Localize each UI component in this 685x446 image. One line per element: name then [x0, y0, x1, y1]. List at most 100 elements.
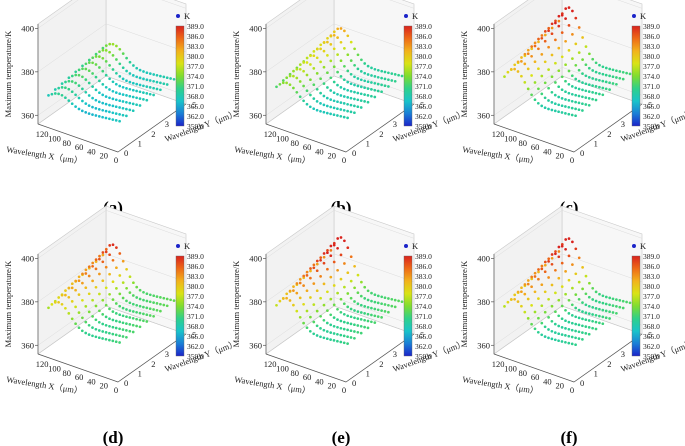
data-point [353, 264, 356, 268]
gridline [265, 0, 307, 29]
data-point [533, 271, 537, 275]
gridline [105, 23, 187, 53]
data-point [380, 83, 383, 87]
colorbar-tick-label: 380.0 [415, 52, 432, 61]
data-point [588, 281, 591, 285]
data-point [118, 341, 121, 344]
data-point [577, 297, 581, 301]
data-point [373, 81, 377, 85]
data-point [108, 272, 111, 276]
data-point [50, 92, 54, 96]
data-point [554, 268, 557, 272]
data-point [543, 96, 547, 100]
colorbar-tick-label: 365.0 [187, 102, 204, 111]
data-point [571, 57, 574, 60]
data-point [560, 317, 564, 321]
data-point [373, 314, 377, 318]
data-point [346, 305, 350, 309]
data-point [530, 74, 533, 77]
data-point [570, 85, 574, 88]
data-point [567, 298, 571, 302]
z-axis-title: Maximum temperature/K [3, 30, 13, 117]
data-point [376, 301, 380, 305]
data-points [47, 243, 176, 344]
data-point [560, 242, 564, 246]
data-point [577, 101, 581, 105]
data-point [80, 109, 84, 113]
data-point [540, 36, 544, 40]
y-axis-line [345, 103, 415, 153]
y-tick-label: 2 [151, 129, 155, 139]
data-point [319, 335, 322, 339]
data-point [550, 262, 554, 266]
colorbar-tick-label: 371.0 [643, 82, 660, 91]
data-point [577, 308, 581, 312]
data-point [554, 252, 557, 256]
data-point [319, 102, 322, 105]
data-point [165, 297, 169, 301]
data-point [142, 70, 145, 73]
data-point [298, 95, 302, 99]
data-point [567, 49, 571, 52]
data-point [574, 293, 578, 296]
data-point [101, 251, 105, 254]
data-point [601, 301, 605, 305]
data-point [390, 297, 394, 301]
data-point [87, 61, 91, 64]
data-point [97, 320, 101, 324]
data-point [530, 54, 533, 58]
data-point [359, 106, 363, 109]
colorbar-tick-label: 380.0 [415, 282, 432, 291]
data-point [67, 312, 71, 315]
colorbar [403, 25, 413, 127]
back-pane [561, 205, 643, 335]
data-point [577, 94, 581, 98]
data-point [567, 278, 571, 282]
data-point [557, 255, 561, 259]
data-point [339, 340, 343, 344]
data-point [326, 86, 329, 89]
data-point [339, 59, 343, 63]
data-point [94, 327, 98, 331]
data-point [564, 112, 567, 115]
data-point [60, 93, 64, 97]
data-point [342, 108, 346, 112]
data-point [309, 54, 312, 58]
data-point [359, 92, 363, 96]
data-point [125, 69, 128, 73]
data-point [91, 264, 94, 268]
colorbar-tick-label: 368.0 [187, 322, 204, 331]
data-point [346, 96, 350, 99]
data-point [111, 42, 115, 46]
y-tick-label: 2 [379, 129, 383, 139]
data-point [360, 58, 363, 62]
data-point [84, 111, 88, 114]
data-point [540, 283, 544, 287]
data-point [380, 76, 383, 80]
data-point [611, 304, 615, 307]
data-point [533, 290, 537, 294]
data-point [322, 336, 326, 340]
gridline [37, 210, 107, 259]
data-point [349, 336, 353, 339]
data-point [373, 75, 377, 78]
data-point [322, 40, 326, 44]
data-point [373, 293, 377, 297]
data-point [520, 286, 523, 290]
data-point [295, 67, 299, 71]
data-point [98, 91, 101, 95]
data-point [152, 86, 155, 90]
data-point [91, 113, 94, 116]
data-point [537, 277, 540, 281]
data-point [292, 303, 295, 307]
data-point [543, 260, 547, 264]
data-point [509, 68, 513, 71]
legend-marker [176, 14, 180, 18]
data-point [326, 309, 329, 312]
data-point [594, 98, 598, 102]
data-point [533, 327, 537, 331]
data-point [111, 258, 115, 262]
y-tick-label: 1 [594, 368, 598, 378]
data-point [115, 266, 118, 270]
data-point [302, 274, 306, 278]
